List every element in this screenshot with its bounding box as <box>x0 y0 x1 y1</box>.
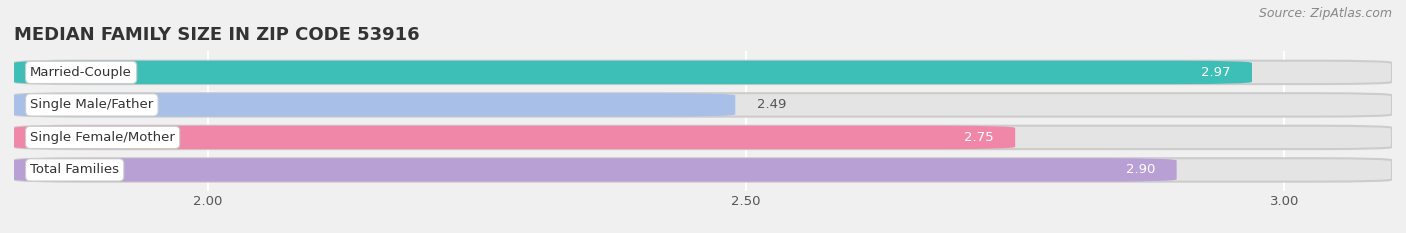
FancyBboxPatch shape <box>14 158 1392 182</box>
FancyBboxPatch shape <box>14 93 1392 116</box>
FancyBboxPatch shape <box>14 158 1177 182</box>
Text: Source: ZipAtlas.com: Source: ZipAtlas.com <box>1258 7 1392 20</box>
Text: 2.90: 2.90 <box>1126 163 1156 176</box>
FancyBboxPatch shape <box>14 93 735 116</box>
Text: Total Families: Total Families <box>30 163 120 176</box>
FancyBboxPatch shape <box>14 61 1392 84</box>
Text: 2.75: 2.75 <box>965 131 994 144</box>
Text: Married-Couple: Married-Couple <box>30 66 132 79</box>
Text: 2.49: 2.49 <box>756 98 786 111</box>
Text: 2.97: 2.97 <box>1201 66 1230 79</box>
FancyBboxPatch shape <box>14 126 1392 149</box>
FancyBboxPatch shape <box>14 126 1015 149</box>
Text: Single Female/Mother: Single Female/Mother <box>30 131 176 144</box>
FancyBboxPatch shape <box>14 61 1251 84</box>
Text: MEDIAN FAMILY SIZE IN ZIP CODE 53916: MEDIAN FAMILY SIZE IN ZIP CODE 53916 <box>14 26 419 44</box>
Text: Single Male/Father: Single Male/Father <box>30 98 153 111</box>
